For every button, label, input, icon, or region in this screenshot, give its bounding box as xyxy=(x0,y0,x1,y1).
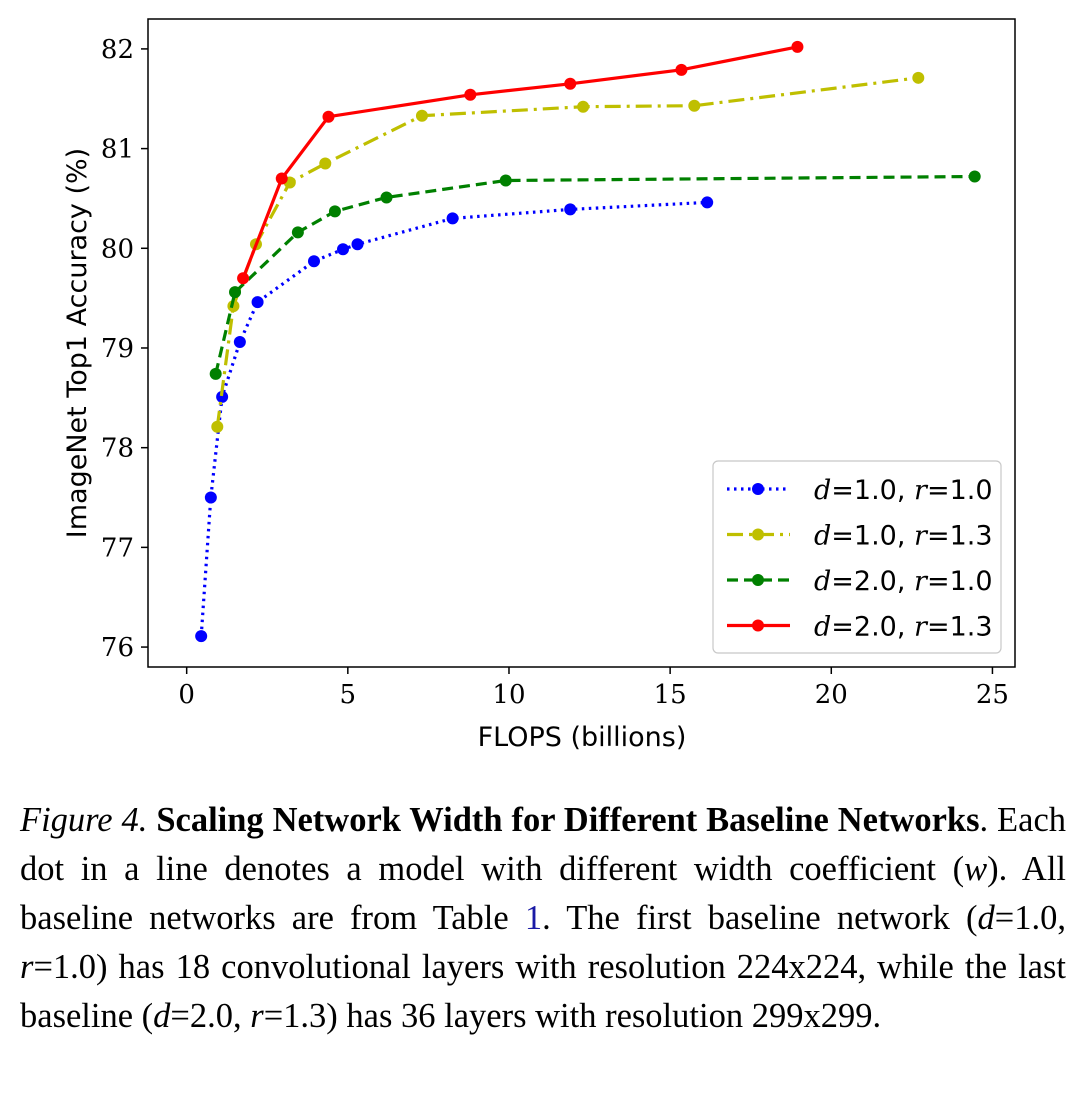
figure-caption: Figure 4. Scaling Network Width for Diff… xyxy=(20,796,1066,1041)
x-tick-label: 10 xyxy=(492,680,525,710)
data-point xyxy=(688,99,701,112)
data-point xyxy=(701,196,714,209)
legend: d=1.0, r=1.0 d=1.0, r=1.3 d=2.0, r=1.0 d=2.… xyxy=(712,460,1002,654)
data-point xyxy=(328,205,341,218)
table-reference-link[interactable]: 1 xyxy=(524,899,543,937)
caption-text: =1.0, xyxy=(994,899,1066,937)
y-tick-label: 76 xyxy=(101,633,134,663)
x-tick-label: 5 xyxy=(340,680,357,710)
data-point xyxy=(211,420,224,433)
data-point xyxy=(227,300,240,313)
data-point xyxy=(968,170,981,183)
caption-text: =1.3) has 36 layers with resolution 299x… xyxy=(263,997,882,1035)
series-3 xyxy=(209,170,981,380)
data-point xyxy=(204,491,217,504)
data-point xyxy=(319,157,332,170)
caption-var-r: r xyxy=(20,948,34,986)
x-tick-label: 15 xyxy=(654,680,687,710)
y-axis-label: ImageNet Top1 Accuracy (%) xyxy=(62,148,93,538)
legend-label: d=2.0, r=1.0 xyxy=(814,566,993,597)
series-1 xyxy=(195,196,714,643)
legend-marker xyxy=(752,574,764,586)
series-line xyxy=(214,174,975,375)
data-point xyxy=(275,172,288,185)
data-point xyxy=(791,40,804,53)
legend-marker xyxy=(752,528,764,541)
data-point xyxy=(307,255,320,268)
data-point xyxy=(912,71,925,84)
figure-title: Scaling Network Width for Different Base… xyxy=(156,801,980,839)
data-point xyxy=(229,286,242,299)
x-tick-label: 25 xyxy=(976,680,1009,710)
data-point xyxy=(291,226,304,239)
caption-text: . The first baseline network ( xyxy=(542,899,978,937)
y-tick-label: 79 xyxy=(101,334,134,364)
data-point xyxy=(209,367,222,380)
caption-text: =2.0, xyxy=(170,997,251,1035)
data-point xyxy=(336,243,349,256)
data-point xyxy=(577,100,590,113)
y-tick-label: 80 xyxy=(101,234,134,264)
legend-item: d=1.0, r=1.3 xyxy=(727,521,993,552)
data-point xyxy=(233,336,246,349)
y-tick-label: 82 xyxy=(101,35,134,65)
data-point xyxy=(675,63,688,76)
caption-text: . Each dot in a line denotes a model wit… xyxy=(20,801,1067,888)
legend-item: d=2.0, r=1.0 xyxy=(727,566,993,597)
caption-var-d: d xyxy=(977,899,995,937)
data-point xyxy=(216,390,229,403)
data-point xyxy=(237,272,250,285)
caption-var-r: r xyxy=(250,997,264,1035)
legend-label: d=1.0, r=1.3 xyxy=(814,521,993,552)
y-tick-label: 78 xyxy=(101,434,134,464)
legend-item: d=2.0, r=1.3 xyxy=(727,612,993,643)
data-point xyxy=(322,110,335,123)
series-layer xyxy=(195,40,981,643)
data-point xyxy=(564,203,577,216)
caption-var-w: w xyxy=(964,850,988,888)
series-4 xyxy=(237,40,804,285)
caption-text: ). All baseline networks are from Table xyxy=(20,850,1067,937)
series-2 xyxy=(211,71,925,433)
chart: 0 5 10 15 20 25 76 77 78 79 80 81 82 FLOPS (billions… xyxy=(62,18,1016,753)
legend-marker xyxy=(752,483,764,495)
data-point xyxy=(415,109,428,122)
caption-text: =1.0) has 18 convolutional layers with r… xyxy=(20,948,1066,1035)
data-point xyxy=(446,212,459,225)
plot-frame xyxy=(147,18,1016,668)
data-point xyxy=(380,191,393,204)
data-point xyxy=(499,174,512,187)
legend-frame xyxy=(712,460,1002,654)
legend-item: d=1.0, r=1.0 xyxy=(727,475,993,506)
data-point xyxy=(351,238,364,251)
axes-layer: 0 5 10 15 20 25 76 77 78 79 80 81 82 xyxy=(101,35,1009,710)
x-tick-label: 0 xyxy=(178,680,195,710)
series-line xyxy=(215,76,919,427)
legend-marker xyxy=(752,619,764,632)
data-point xyxy=(564,77,577,90)
legend-label: d=2.0, r=1.3 xyxy=(814,612,993,643)
data-point xyxy=(195,630,208,643)
data-point xyxy=(251,296,264,309)
legend-label: d=1.0, r=1.0 xyxy=(814,475,993,506)
data-point xyxy=(464,88,477,101)
series-line xyxy=(199,200,708,637)
x-tick-label: 20 xyxy=(815,680,848,710)
caption-var-d: d xyxy=(153,997,171,1035)
y-tick-label: 81 xyxy=(101,135,134,165)
x-axis-label: FLOPS (billions) xyxy=(478,722,687,753)
y-tick-label: 77 xyxy=(101,533,134,563)
figure-label: Figure 4. xyxy=(20,801,148,839)
